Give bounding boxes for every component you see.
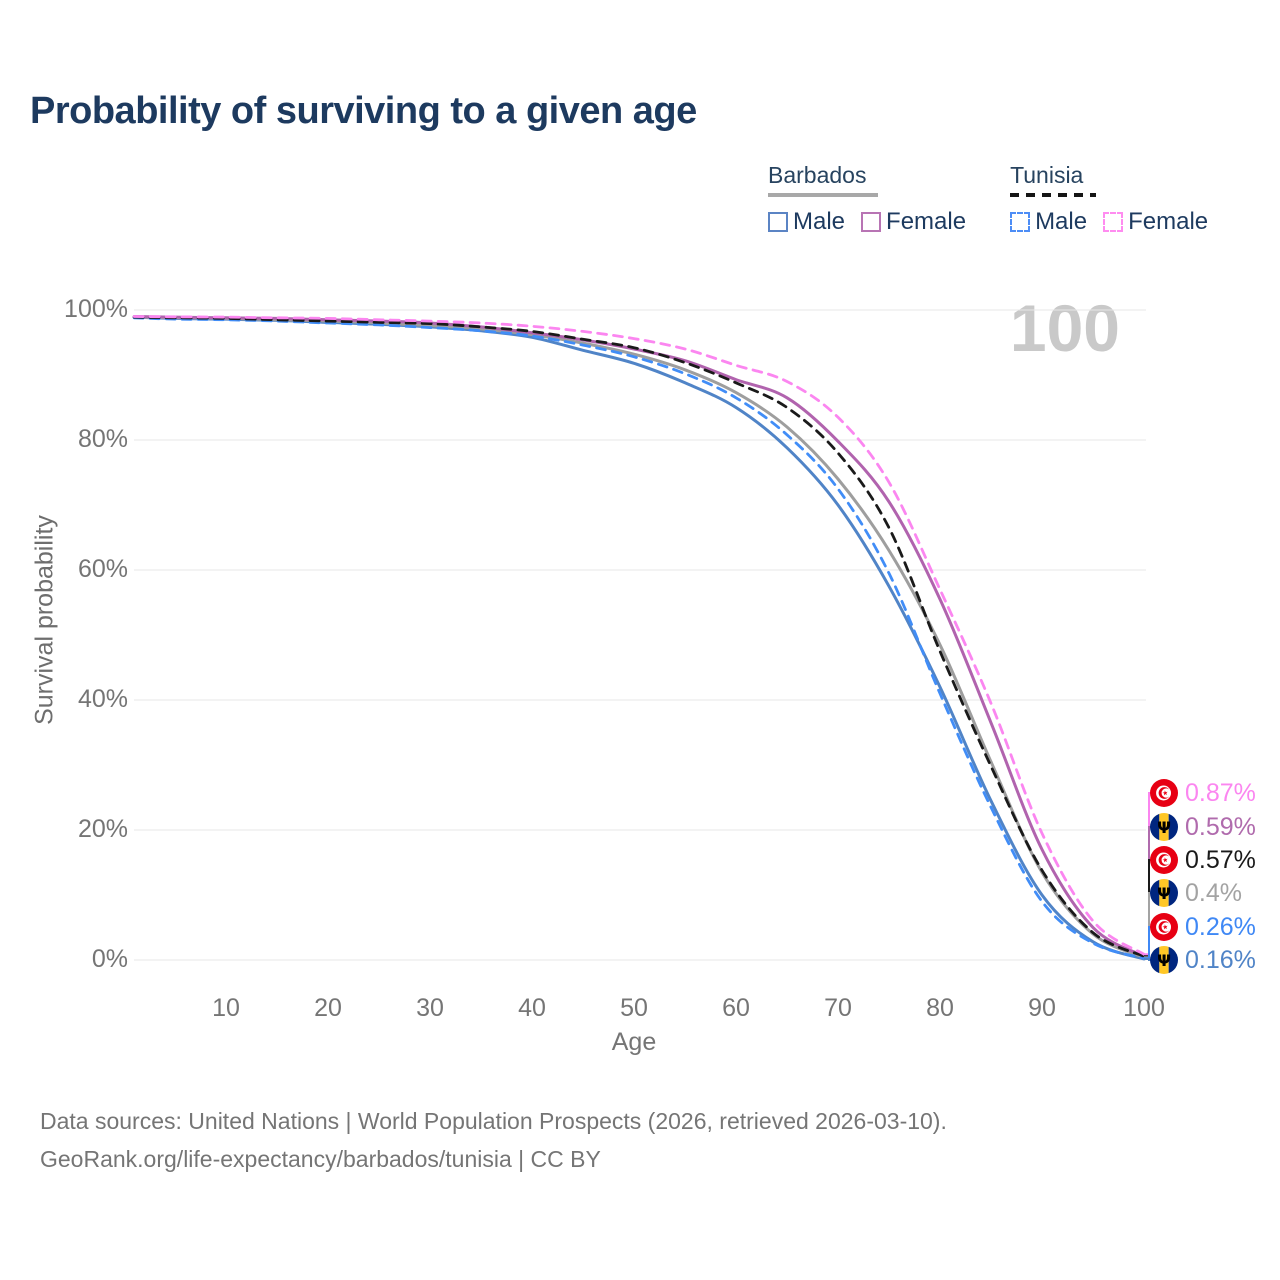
legend-item-label: Male xyxy=(1035,208,1088,235)
tunisia-flag-icon xyxy=(1150,779,1178,807)
legend-item-barbados-female[interactable]: Female xyxy=(861,208,966,236)
x-tick-label: 90 xyxy=(1028,994,1056,1022)
legend-group-barbados: Barbados Male Female xyxy=(768,162,966,236)
x-tick-label: 20 xyxy=(314,994,342,1022)
barbados-flag-icon: Ψ xyxy=(1150,946,1178,974)
curve-barbados-female[interactable] xyxy=(132,315,1146,958)
x-tick-label: 70 xyxy=(824,994,852,1022)
chart-title: Probability of surviving to a given age xyxy=(30,90,697,132)
curve-tunisia-female[interactable] xyxy=(132,315,1146,956)
curve-barbados-overall[interactable] xyxy=(132,315,1146,959)
end-label-tunisia-overall: 0.57% xyxy=(1150,844,1256,876)
curve-tunisia-male[interactable] xyxy=(132,316,1146,960)
x-tick-label: 80 xyxy=(926,994,954,1022)
legend-item-tunisia-female[interactable]: Female xyxy=(1103,208,1208,236)
end-label-barbados-female: Ψ 0.59% xyxy=(1150,811,1256,843)
age-counter-watermark: 100 xyxy=(1009,291,1120,365)
dashed-square-swatch-icon xyxy=(1010,212,1031,232)
legend-country-label-tunisia[interactable]: Tunisia xyxy=(1010,162,1084,188)
barbados-flag-icon: Ψ xyxy=(1150,879,1178,907)
end-label-tunisia-female: 0.87% xyxy=(1150,777,1256,809)
legend-overall-line-swatch-barbados xyxy=(768,193,878,197)
y-tick-label: 20% xyxy=(77,815,128,843)
svg-text:Ψ: Ψ xyxy=(1157,818,1171,837)
barbados-flag-icon: Ψ xyxy=(1150,813,1178,841)
y-tick-label: 40% xyxy=(77,685,128,713)
y-tick-label: 100% xyxy=(64,295,128,323)
legend-item-label: Male xyxy=(793,208,846,235)
dashed-square-swatch-icon xyxy=(1103,212,1124,232)
x-tick-label: 100 xyxy=(1123,994,1165,1022)
end-label-value: 0.59% xyxy=(1185,812,1256,841)
legend-country-label-barbados[interactable]: Barbados xyxy=(768,162,867,188)
x-tick-label: 50 xyxy=(620,994,648,1022)
x-tick-label: 60 xyxy=(722,994,750,1022)
svg-text:Ψ: Ψ xyxy=(1157,884,1171,903)
solid-square-swatch-icon xyxy=(861,212,882,232)
x-tick-label: 10 xyxy=(212,994,240,1022)
legend-item-label: Female xyxy=(1128,208,1209,235)
solid-square-swatch-icon xyxy=(768,212,788,232)
end-label-value: 0.57% xyxy=(1185,845,1256,874)
x-axis-title: Age xyxy=(611,1028,657,1056)
footer-attribution: GeoRank.org/life-expectancy/barbados/tun… xyxy=(40,1146,601,1172)
x-tick-label: 30 xyxy=(416,994,444,1022)
legend-item-barbados-male[interactable]: Male xyxy=(768,208,845,236)
y-tick-label: 0% xyxy=(91,945,128,973)
curve-tunisia-overall[interactable] xyxy=(132,315,1146,958)
end-label-tunisia-male: 0.26% xyxy=(1150,911,1256,943)
end-label-value: 0.87% xyxy=(1185,778,1256,807)
y-tick-label: 80% xyxy=(77,425,128,453)
curve-barbados-male[interactable] xyxy=(132,315,1146,961)
end-label-barbados-male: Ψ 0.16% xyxy=(1150,944,1256,976)
legend: Barbados Male Female Tunisia Male Female xyxy=(768,162,1208,236)
y-tick-label: 60% xyxy=(77,555,128,583)
legend-item-label: Female xyxy=(886,208,967,235)
end-label-barbados-overall: Ψ 0.4% xyxy=(1150,877,1242,909)
tunisia-flag-icon xyxy=(1150,913,1178,941)
end-label-value: 0.26% xyxy=(1185,912,1256,941)
end-label-value: 0.16% xyxy=(1185,945,1256,974)
end-label-value: 0.4% xyxy=(1185,878,1242,907)
x-tick-label: 40 xyxy=(518,994,546,1022)
legend-item-tunisia-male[interactable]: Male xyxy=(1010,208,1087,236)
footer-data-sources: Data sources: United Nations | World Pop… xyxy=(40,1108,947,1134)
tunisia-flag-icon xyxy=(1150,846,1178,874)
svg-text:Ψ: Ψ xyxy=(1157,951,1171,970)
legend-overall-line-swatch-tunisia xyxy=(1010,193,1097,197)
legend-group-tunisia: Tunisia Male Female xyxy=(1010,162,1208,236)
